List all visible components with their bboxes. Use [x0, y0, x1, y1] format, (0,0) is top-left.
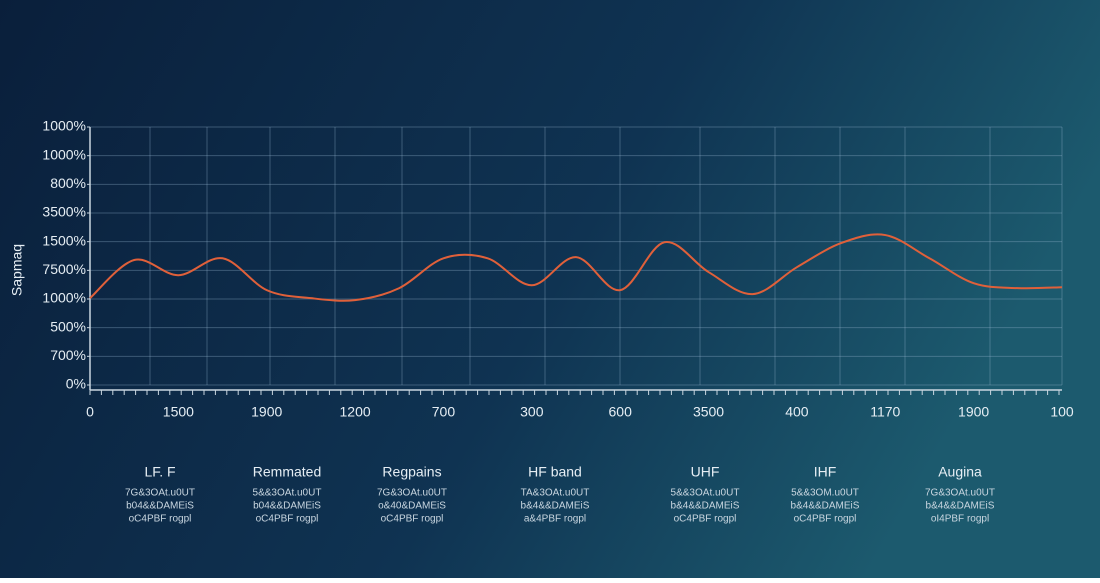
- y-tick-label: 3500%: [42, 204, 86, 220]
- data-line: [89, 233, 1063, 302]
- y-tick-label: 800%: [50, 175, 86, 191]
- y-tick-label: 1500%: [42, 232, 86, 248]
- band-text: 7G&3OAt.u0UT: [925, 488, 995, 499]
- band-text: oC4PBF rogpl: [381, 514, 444, 525]
- band-title: Augina: [938, 464, 982, 480]
- band-text: oC4PBF rogpl: [256, 514, 319, 525]
- x-tick-label: 100: [1050, 404, 1074, 420]
- band-text: o&40&DAMEiS: [378, 501, 446, 512]
- x-tick-label: 1900: [958, 404, 989, 420]
- y-tick-label: 1000%: [42, 146, 86, 162]
- y-tick-label: 1000%: [42, 290, 86, 306]
- band-text: oI4PBF rogpl: [931, 514, 989, 525]
- x-tick-label: 3500: [693, 404, 724, 420]
- x-tick-label: 700: [432, 404, 456, 420]
- band-text: b&4&&DAMEiS: [791, 501, 860, 512]
- band-title: LF. F: [144, 464, 175, 480]
- x-tick-label: 300: [520, 404, 544, 420]
- band-text: b&4&&DAMEiS: [926, 501, 995, 512]
- band-text: b&4&&DAMEiS: [521, 501, 590, 512]
- x-tick-label: 0: [86, 404, 94, 420]
- band-title: UHF: [691, 464, 720, 480]
- band-text: b&4&&DAMEiS: [671, 501, 740, 512]
- band-text: a&4PBF rogpl: [524, 514, 586, 525]
- y-tick-label: 1000%: [42, 118, 86, 134]
- band-text: 7G&3OAt.u0UT: [125, 488, 195, 499]
- band-text: oC4PBF rogpl: [674, 514, 737, 525]
- y-tick-label: 500%: [50, 318, 86, 334]
- x-tick-label: 1500: [163, 404, 194, 420]
- band-text: 5&&3OM.u0UT: [791, 488, 859, 499]
- band-title: HF band: [528, 464, 582, 480]
- band-title: Regpains: [382, 464, 441, 480]
- y-tick-label: 7500%: [42, 261, 86, 277]
- band-text: b04&&DAMEiS: [126, 501, 194, 512]
- band-text: b04&&DAMEiS: [253, 501, 321, 512]
- y-axis-label: Sapmaq: [9, 244, 25, 296]
- x-tick-label: 1200: [340, 404, 371, 420]
- band-text: TA&3OAt.u0UT: [521, 488, 590, 499]
- band-text: 7G&3OAt.u0UT: [377, 488, 447, 499]
- band-text: 5&&3OAt.u0UT: [671, 488, 740, 499]
- band-text: oC4PBF rogpl: [794, 514, 857, 525]
- y-tick-label: 0%: [66, 376, 86, 392]
- x-tick-label: 1900: [251, 404, 282, 420]
- x-tick-label: 400: [785, 404, 809, 420]
- y-tick-label: 700%: [50, 347, 86, 363]
- band-text: 5&&3OAt.u0UT: [253, 488, 322, 499]
- x-tick-label: 1170: [870, 404, 900, 420]
- band-title: IHF: [814, 464, 837, 480]
- x-tick-label: 600: [609, 404, 633, 420]
- band-title: Remmated: [253, 464, 321, 480]
- band-text: oC4PBF rogpl: [129, 514, 192, 525]
